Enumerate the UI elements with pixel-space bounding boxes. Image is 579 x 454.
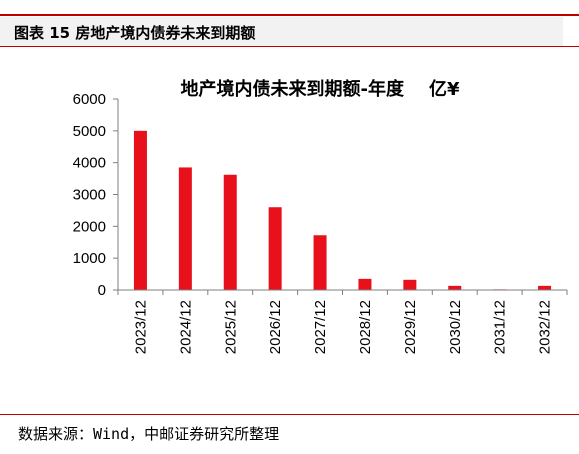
bar-2025-12 [223,174,237,290]
x-tick-label: 2025/12 [222,300,239,354]
bar-2023-12 [133,130,147,290]
y-axis: 0 1000 2000 3000 4000 5000 6000 [73,91,119,299]
bar-2027-12 [313,235,327,290]
source-note: 数据来源：Wind，中邮证券研究所整理 [18,425,280,443]
x-tick-label: 2027/12 [312,300,329,354]
y-tick-label: 0 [98,282,106,299]
bar-2030-12 [448,285,462,290]
x-tick-label: 2026/12 [267,300,284,354]
footer-rule [0,414,579,415]
x-tick-label: 2024/12 [177,300,194,354]
top-rule [0,14,579,16]
y-tick-label: 1000 [73,250,106,267]
bar-2028-12 [358,278,372,290]
x-tick-label: 2023/12 [132,300,149,354]
x-tick-label: 2029/12 [402,300,419,354]
header-rule [0,46,579,47]
bar-2029-12 [403,279,417,290]
bar-2026-12 [268,207,282,290]
bar-chart: 地产境内债未来到期额-年度 亿¥ 0 1000 2000 3000 4000 5000 60… [73,78,568,354]
y-tick-label: 4000 [73,155,106,172]
x-tick-label: 2032/12 [537,300,554,354]
bar-2032-12 [538,285,552,290]
x-axis: 2023/12 2024/12 2025/12 2026/12 2027/12 2028/… [117,289,568,354]
y-tick-label: 3000 [73,187,106,204]
y-tick-label: 5000 [73,123,106,140]
y-tick-label: 2000 [73,218,106,235]
x-tick-label: 2031/12 [492,300,509,354]
y-tick-label: 6000 [73,91,106,108]
chart-title: 地产境内债未来到期额-年度 亿¥ [180,78,460,100]
x-tick-label: 2030/12 [447,300,464,354]
header-band [0,17,563,46]
bars [133,130,552,291]
x-tick-label: 2028/12 [357,300,374,354]
figure-title: 图表 15 房地产境内债券未来到期额 [14,24,256,42]
bar-2024-12 [178,167,192,290]
